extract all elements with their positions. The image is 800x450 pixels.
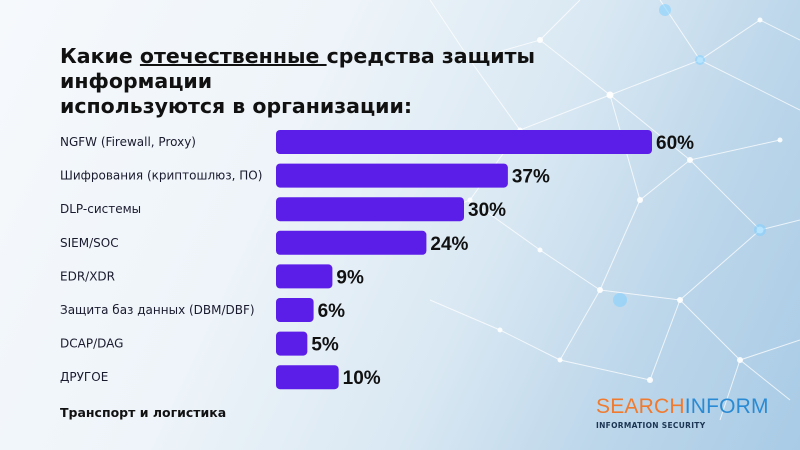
bar — [276, 163, 508, 188]
bar — [276, 197, 464, 222]
value-label: 10% — [343, 368, 381, 389]
value-label: 60% — [656, 133, 694, 154]
bar — [276, 298, 314, 322]
value-label: 6% — [318, 301, 346, 322]
category-label: Шифрования (криптошлюз, ПО) — [60, 169, 262, 183]
value-label: 30% — [468, 200, 506, 221]
logo-part-inform: INFORM — [684, 395, 769, 418]
category-label: Защита баз данных (DBM/DBF) — [60, 303, 255, 317]
category-label: SIEM/SOC — [60, 236, 119, 250]
chart-title: Какие отечественные средства защиты инфо… — [60, 44, 660, 119]
category-label: NGFW (Firewall, Proxy) — [60, 135, 196, 149]
title-part-after: средства защиты информации — [60, 44, 536, 93]
category-label: EDR/XDR — [60, 269, 115, 283]
category-label: ДРУГОЕ — [60, 370, 108, 384]
title-underlined-word: отечественные — [139, 44, 327, 68]
value-label: 24% — [430, 234, 468, 255]
bar — [276, 365, 339, 390]
category-label: DCAP/DAG — [60, 337, 123, 351]
segment-label: Транспорт и логистика — [60, 405, 227, 420]
logo-tagline: INFORMATION SECURITY — [596, 421, 706, 430]
logo-part-search: SEARCH — [596, 395, 685, 418]
bar — [276, 230, 427, 255]
bar — [276, 130, 652, 154]
category-labels: NGFW (Firewall, Proxy) Шифрования (крипто… — [60, 135, 262, 384]
bar — [276, 264, 333, 289]
logo-wordmark: SEARCHINFORM — [596, 396, 776, 418]
searchinform-logo: SEARCHINFORM INFORMATION SECURITY — [596, 396, 776, 431]
value-label: 37% — [512, 167, 550, 188]
bars — [276, 130, 652, 390]
value-labels: 60% 37% 30%24% 9% 6% 5%10% — [311, 133, 694, 389]
bar — [276, 331, 308, 356]
value-label: 5% — [311, 335, 339, 356]
category-label: DLP-системы — [60, 202, 141, 216]
value-label: 9% — [336, 267, 364, 288]
title-line-2: используются в организации: — [60, 94, 413, 118]
title-part-before: Какие — [60, 44, 140, 68]
